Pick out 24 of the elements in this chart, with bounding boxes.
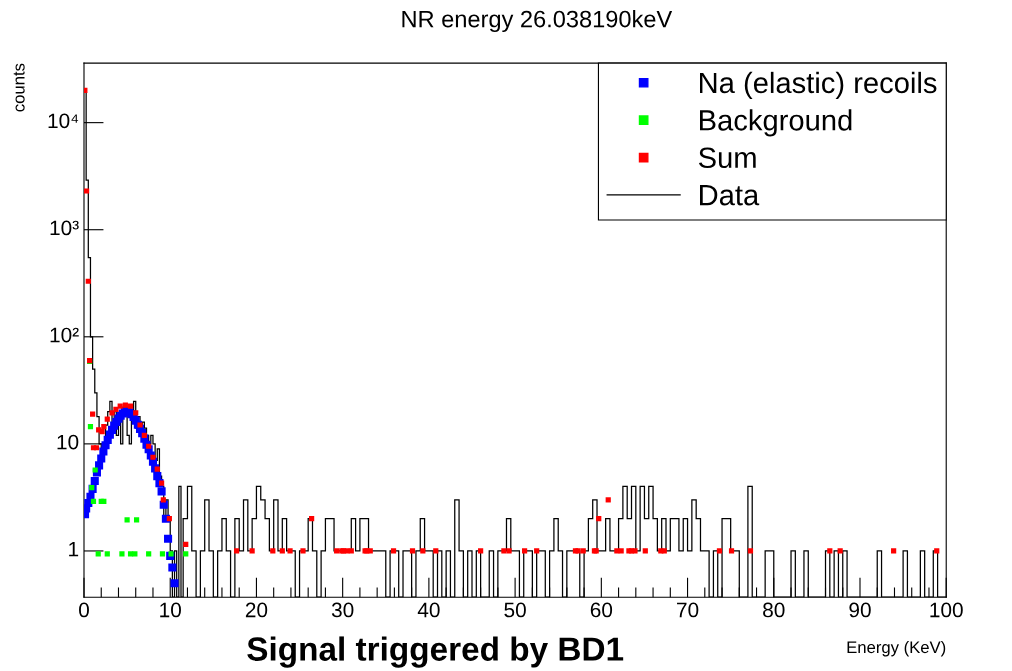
legend-label: Data [700,185,760,206]
x-tick-label: 60 [590,602,613,618]
x-axis-title: Energy (KeV) [847,640,946,657]
y-tick-label: 10³ [50,220,79,236]
x-tick-label: 30 [331,602,354,618]
legend-label: Sum [698,147,756,169]
x-tick-label: 70 [677,602,699,618]
y-axis-title: counts [13,63,25,112]
text: Signal triggered by BD1 [247,636,624,668]
legend-label: Background [700,109,852,137]
x-tick-label: 50 [504,602,526,618]
x-tick-label: 0 [79,602,89,618]
y-tick-label: 10 [57,434,79,450]
legend-label: Na (elastic) recoils [700,71,937,99]
y-tick-label: 1 [69,542,79,557]
y-tick-label: 10⁴ [48,113,79,129]
chart-title: NR energy 26.038190keV [402,10,673,33]
x-tick-label: 100 [930,602,963,618]
y-tick-label: 10² [50,327,79,343]
x-tick-label: 80 [763,602,785,618]
x-tick-label: 90 [849,602,871,618]
x-tick-label: 10 [160,602,181,618]
x-tick-label: 20 [245,602,268,618]
x-tick-label: 40 [417,602,440,618]
